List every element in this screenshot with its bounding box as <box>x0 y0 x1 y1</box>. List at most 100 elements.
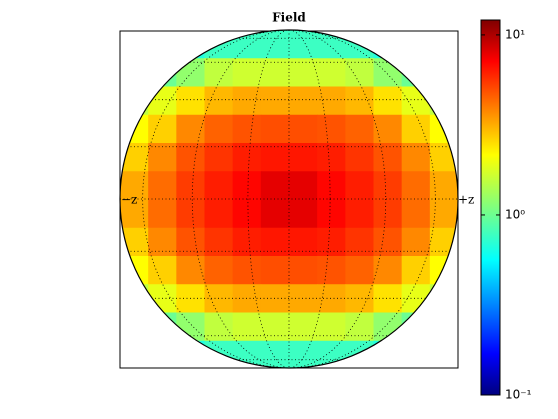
cell <box>204 114 234 144</box>
cell <box>429 312 458 342</box>
cell <box>204 143 234 172</box>
cell <box>429 114 458 144</box>
cell <box>148 143 177 172</box>
annotation: −z <box>121 193 137 207</box>
cell <box>429 143 458 172</box>
cell <box>429 171 458 200</box>
cell <box>317 171 346 200</box>
cell <box>401 30 431 59</box>
cell <box>345 227 374 257</box>
cell <box>373 199 403 229</box>
cell <box>289 114 318 144</box>
cell <box>260 312 290 342</box>
cell <box>204 312 234 342</box>
cell <box>232 86 262 116</box>
cell <box>260 58 290 87</box>
cell <box>204 171 234 200</box>
cell <box>176 143 205 172</box>
cell <box>429 284 458 313</box>
cell <box>289 171 318 200</box>
cell <box>401 312 431 342</box>
cell <box>120 199 149 229</box>
cell <box>345 340 374 368</box>
cell <box>345 284 374 313</box>
cell <box>148 312 177 342</box>
cell <box>148 114 177 144</box>
cell <box>120 58 149 87</box>
cell <box>260 30 290 59</box>
cell <box>260 114 290 144</box>
cell <box>232 143 262 172</box>
cell <box>148 86 177 116</box>
cell <box>345 171 374 200</box>
cell <box>148 227 177 257</box>
cell <box>373 143 403 172</box>
annotation: +z <box>458 193 474 207</box>
cell <box>373 114 403 144</box>
cell <box>232 312 262 342</box>
cell <box>204 340 234 368</box>
cell <box>345 256 374 285</box>
cell <box>401 340 431 368</box>
cell <box>289 30 318 59</box>
cell <box>345 143 374 172</box>
cell <box>373 171 403 200</box>
cell <box>345 86 374 116</box>
cell <box>373 30 403 59</box>
cell <box>289 312 318 342</box>
cell <box>345 199 374 229</box>
cell <box>120 30 149 59</box>
cell <box>373 340 403 368</box>
cell <box>317 256 346 285</box>
cell <box>345 30 374 59</box>
cell <box>232 199 262 229</box>
cell <box>289 227 318 257</box>
cell <box>204 256 234 285</box>
cell <box>232 171 262 200</box>
colorbar-tick-label: 10⁰ <box>505 207 525 221</box>
chart-title: Field <box>272 11 306 25</box>
cell <box>373 227 403 257</box>
cell <box>120 340 149 368</box>
cell <box>289 58 318 87</box>
cell <box>176 227 205 257</box>
cell <box>373 256 403 285</box>
cell <box>260 256 290 285</box>
cell <box>204 199 234 229</box>
cell <box>401 171 431 200</box>
colorbar-tick-label: 10⁻¹ <box>505 388 532 402</box>
cell <box>373 312 403 342</box>
cell <box>120 284 149 313</box>
cell <box>401 256 431 285</box>
cell <box>176 114 205 144</box>
cell <box>148 58 177 87</box>
cell <box>345 58 374 87</box>
cell <box>176 340 205 368</box>
cell <box>317 86 346 116</box>
cell <box>204 58 234 87</box>
cell <box>317 58 346 87</box>
cell <box>260 199 290 229</box>
cell <box>120 143 149 172</box>
cell <box>204 227 234 257</box>
cell <box>401 227 431 257</box>
meridian <box>191 30 387 368</box>
cell <box>120 256 149 285</box>
cell <box>429 256 458 285</box>
cell <box>232 227 262 257</box>
cell <box>429 86 458 116</box>
cell <box>289 86 318 116</box>
cell <box>260 86 290 116</box>
cell <box>260 227 290 257</box>
cell <box>317 143 346 172</box>
cell <box>345 312 374 342</box>
cell <box>176 199 205 229</box>
cell <box>429 58 458 87</box>
cell <box>373 86 403 116</box>
cell <box>317 227 346 257</box>
cell <box>345 114 374 144</box>
cell <box>401 58 431 87</box>
cell <box>429 340 458 368</box>
cell <box>317 199 346 229</box>
cell <box>401 114 431 144</box>
